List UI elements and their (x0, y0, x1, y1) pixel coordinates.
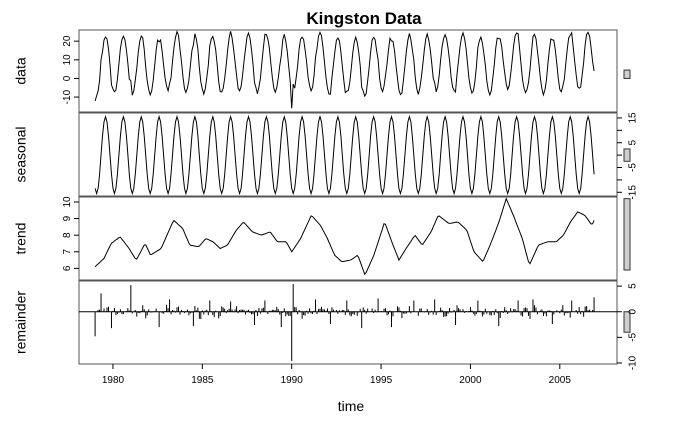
y-tick-label: 10 (62, 54, 73, 66)
data-y-axis: -10 0 10 20 (62, 35, 79, 104)
y-tick-label: 0 (62, 75, 73, 81)
y-tick-label: -10 (62, 89, 73, 104)
x-axis-title: time (338, 398, 365, 414)
remainder-scale-bar (623, 311, 631, 333)
chart-title: Kingston Data (306, 9, 422, 28)
trend-scale-bar (623, 198, 631, 271)
panel-trend: 6 7 8 9 10 trend (13, 196, 631, 281)
panel-seasonal: -15 -5 5 15 seasonal (13, 112, 639, 200)
x-tick-label: 1985 (191, 375, 214, 386)
panel-label-trend: trend (13, 223, 29, 255)
seasonal-scale-bar (623, 148, 631, 162)
x-tick-label: 2000 (459, 375, 482, 386)
y-tick-label: 0 (627, 309, 638, 315)
panel-frame (78, 280, 618, 365)
data-line (94, 30, 595, 109)
y-tick-label: -5 (627, 163, 638, 172)
remainder-bars (94, 284, 595, 361)
seasonal-y-axis: -15 -5 5 15 (617, 112, 638, 200)
x-tick-label: 2005 (549, 375, 572, 386)
panel-label-remainder: remainder (13, 291, 29, 354)
remainder-y-axis: -10 -5 0 5 (617, 283, 638, 370)
y-tick-label: 9 (62, 215, 73, 221)
x-tick-label: 1995 (370, 375, 393, 386)
y-tick-label: -10 (627, 355, 638, 370)
panels: -10 0 10 20 data -15 -5 5 15 seasonal 6 7 8 9 10 trend -… (13, 29, 639, 370)
trend-y-axis: 6 7 8 9 10 (62, 196, 79, 271)
y-tick-label: 5 (627, 140, 638, 146)
panel-data: -10 0 10 20 data (13, 29, 631, 113)
y-tick-label: 8 (62, 232, 73, 238)
y-tick-label: 7 (62, 249, 73, 255)
trend-line (94, 197, 595, 276)
x-tick-label: 1990 (281, 375, 304, 386)
y-tick-label: 5 (627, 283, 638, 289)
y-tick-label: 6 (62, 265, 73, 271)
panel-label-seasonal: seasonal (13, 126, 29, 182)
panel-label-data: data (13, 57, 29, 84)
panel-frame (78, 112, 618, 197)
x-tick-label: 1980 (102, 375, 125, 386)
y-tick-label: 15 (627, 112, 638, 124)
panel-frame (78, 29, 618, 113)
x-axis: 1980 1985 1990 1995 2000 2005 (102, 364, 572, 386)
panel-frame (78, 196, 618, 281)
data-scale-bar (623, 69, 631, 79)
y-tick-label: -15 (627, 185, 638, 200)
y-tick-label: 20 (62, 35, 73, 47)
y-tick-label: 10 (62, 196, 73, 208)
y-tick-label: -5 (627, 332, 638, 341)
seasonal-line (94, 114, 595, 196)
panel-remainder: -10 -5 0 5 remainder (13, 280, 638, 370)
